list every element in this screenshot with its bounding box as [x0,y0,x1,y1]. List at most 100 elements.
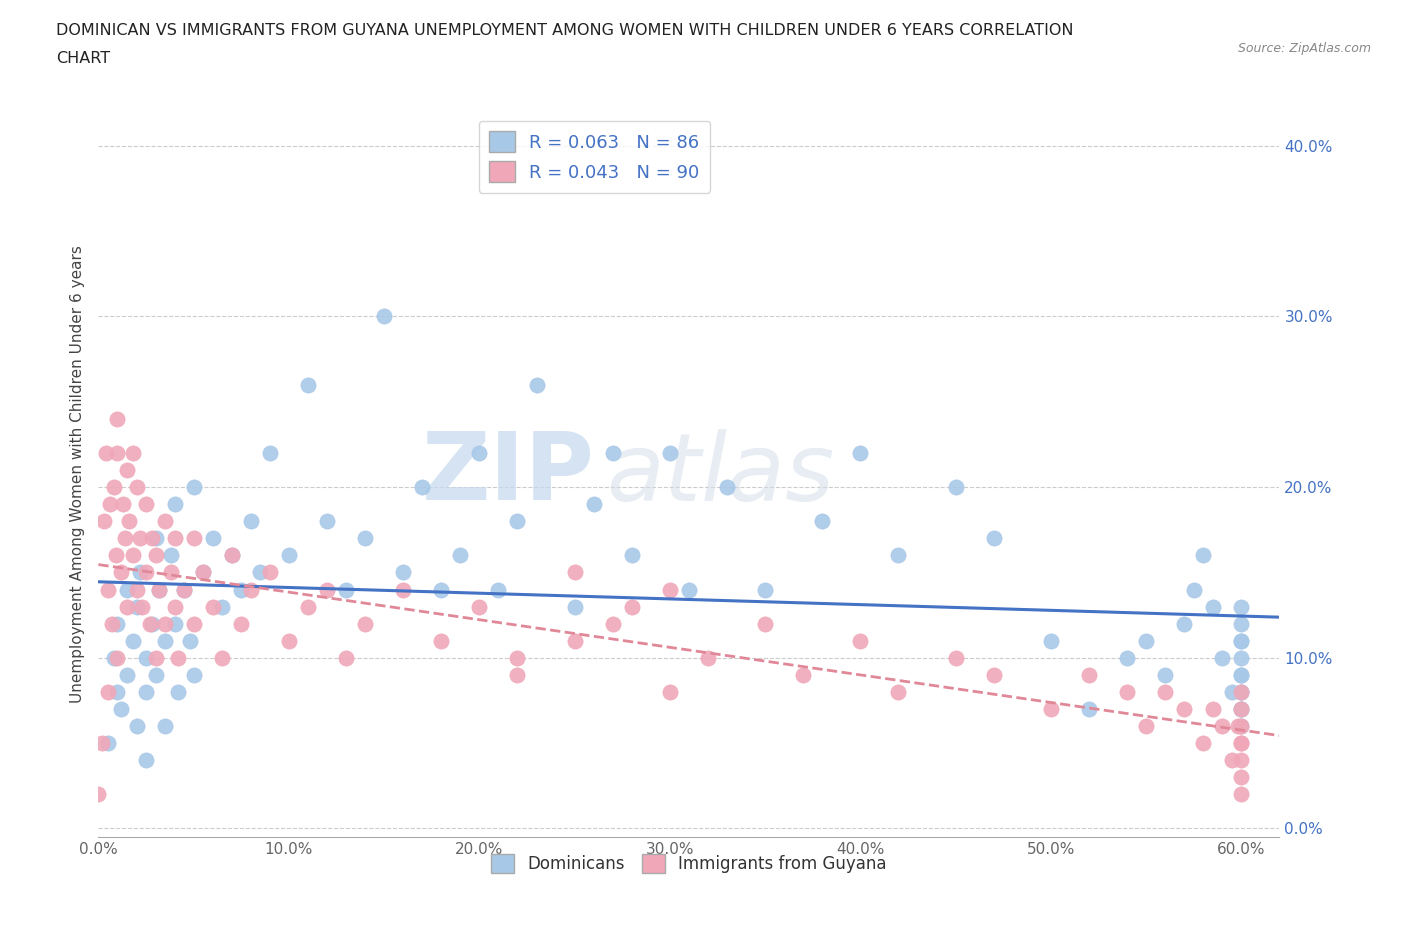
Point [945,480,967,495]
Point [887,684,910,699]
Point [104,548,127,563]
Point [121,633,143,648]
Point [148,582,170,597]
Point [1135,719,1157,734]
Point [97,582,120,597]
Point [1230,770,1253,785]
Point [87,787,110,802]
Point [145,531,167,546]
Point [526,378,548,392]
Point [1230,684,1253,699]
Point [1230,599,1253,614]
Point [153,719,176,734]
Point [121,445,143,460]
Point [411,480,433,495]
Point [1154,668,1177,683]
Point [115,582,138,597]
Point [1192,736,1215,751]
Point [1202,701,1225,716]
Point [1230,633,1253,648]
Point [811,513,834,528]
Y-axis label: Unemployment Among Women with Children Under 6 years: Unemployment Among Women with Children U… [69,246,84,703]
Point [159,548,181,563]
Point [125,582,148,597]
Point [201,531,224,546]
Legend: Dominicans, Immigrants from Guyana: Dominicans, Immigrants from Guyana [484,847,894,880]
Point [602,445,624,460]
Point [1230,701,1253,716]
Point [297,378,319,392]
Point [564,633,586,648]
Point [1173,701,1195,716]
Point [145,668,167,683]
Point [239,582,262,597]
Point [983,531,1005,546]
Point [153,617,176,631]
Point [1230,701,1253,716]
Point [1154,684,1177,699]
Point [183,480,205,495]
Point [114,531,136,546]
Point [1202,599,1225,614]
Point [277,548,299,563]
Point [249,565,271,580]
Point [754,617,776,631]
Point [221,548,243,563]
Point [430,633,453,648]
Point [1230,668,1253,683]
Point [93,513,115,528]
Point [183,617,205,631]
Point [506,668,529,683]
Point [716,480,738,495]
Point [1230,787,1253,802]
Point [1226,719,1249,734]
Point [97,684,120,699]
Point [221,548,243,563]
Point [1230,650,1253,665]
Text: CHART: CHART [56,51,110,66]
Point [658,582,681,597]
Point [97,736,120,751]
Point [335,582,357,597]
Point [1116,650,1139,665]
Point [135,684,157,699]
Point [129,531,152,546]
Point [849,445,872,460]
Point [167,650,190,665]
Text: atlas: atlas [606,429,835,520]
Point [107,445,129,460]
Point [153,513,176,528]
Point [1039,633,1062,648]
Point [107,411,129,426]
Point [135,752,157,767]
Point [1230,736,1253,751]
Point [239,513,262,528]
Point [167,684,190,699]
Point [1230,633,1253,648]
Point [193,565,215,580]
Point [231,617,253,631]
Point [115,668,138,683]
Point [887,548,910,563]
Point [697,650,720,665]
Point [129,565,152,580]
Text: ZIP: ZIP [422,429,595,520]
Point [468,445,491,460]
Point [145,548,167,563]
Point [100,617,122,631]
Point [193,565,215,580]
Point [153,633,176,648]
Point [277,633,299,648]
Point [145,650,167,665]
Point [1078,668,1101,683]
Point [564,565,586,580]
Point [141,531,163,546]
Point [103,650,125,665]
Point [1230,719,1253,734]
Point [1116,684,1139,699]
Point [488,582,510,597]
Point [602,617,624,631]
Point [792,668,814,683]
Point [125,480,148,495]
Point [135,650,157,665]
